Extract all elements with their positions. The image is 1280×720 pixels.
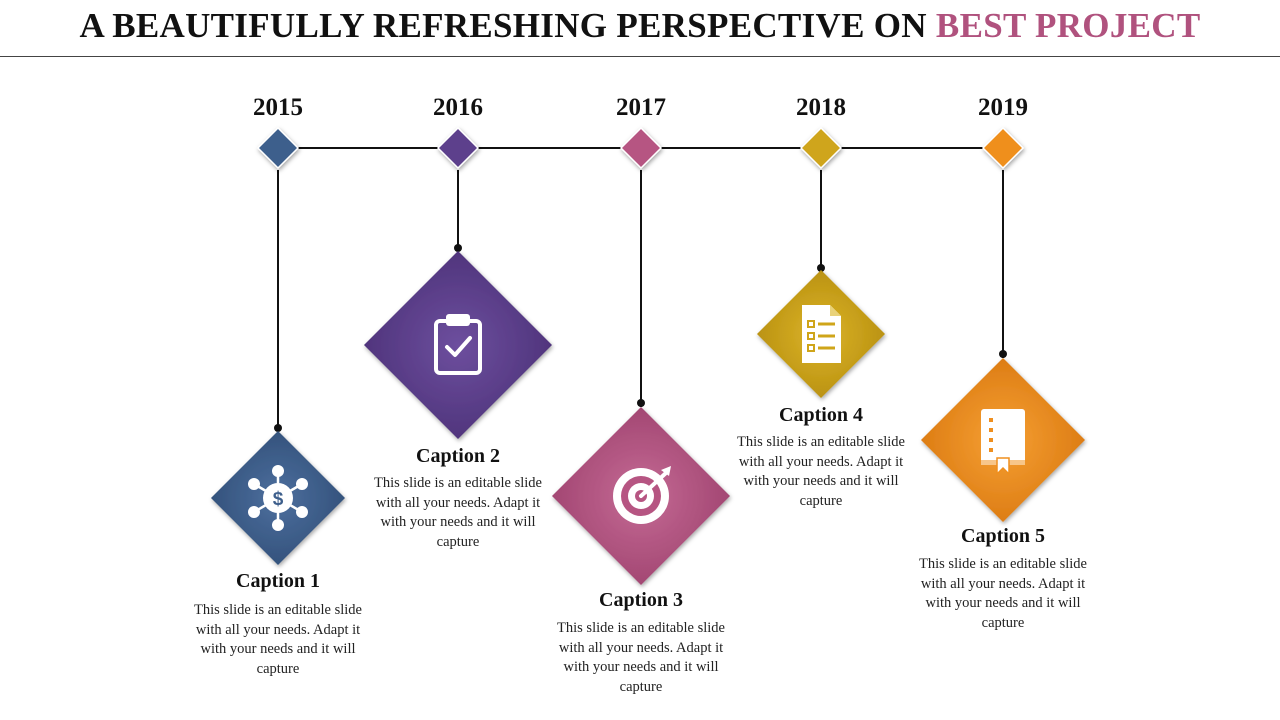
title-divider xyxy=(0,56,1280,57)
milestone-diamond-1: $ xyxy=(211,431,345,565)
connector-dot-2 xyxy=(454,244,462,252)
connector-dot-1 xyxy=(274,424,282,432)
caption-title-4: Caption 4 xyxy=(779,404,863,426)
page-title: A BEAUTIFULLY REFRESHING PERSPECTIVE ON … xyxy=(0,6,1280,46)
title-accent: BEST PROJECT xyxy=(935,6,1201,45)
caption-text-1: This slide is an editable slide with all… xyxy=(194,602,362,677)
timeline-shapes: $ xyxy=(211,126,1085,585)
caption-text-4: This slide is an editable slide with all… xyxy=(737,434,905,509)
year-label-3: 2017 xyxy=(616,94,666,121)
connector-dot-3 xyxy=(637,399,645,407)
caption-title-5: Caption 5 xyxy=(961,525,1045,547)
caption-text-3: This slide is an editable slide with all… xyxy=(557,620,725,695)
timeline-connectors xyxy=(274,147,1007,432)
year-marker-1 xyxy=(256,126,300,170)
milestone-diamond-3 xyxy=(552,407,730,585)
year-marker-4 xyxy=(799,126,843,170)
svg-text:$: $ xyxy=(273,489,284,510)
connector-dot-5 xyxy=(999,350,1007,358)
year-label-4: 2018 xyxy=(796,94,846,121)
caption-title-3: Caption 3 xyxy=(599,589,683,611)
book-icon xyxy=(981,409,1025,476)
document-list-icon xyxy=(802,305,841,363)
milestone-diamond-2 xyxy=(364,251,552,439)
clipboard-check-icon xyxy=(434,314,482,375)
milestone-diamond-4 xyxy=(757,270,885,398)
money-network-icon: $ xyxy=(248,465,308,531)
caption-text-2: This slide is an editable slide with all… xyxy=(374,475,542,550)
connector-dot-4 xyxy=(817,264,825,272)
target-icon xyxy=(613,466,671,524)
year-label-1: 2015 xyxy=(253,94,303,121)
title-main: A BEAUTIFULLY REFRESHING PERSPECTIVE ON xyxy=(79,6,927,45)
caption-title-2: Caption 2 xyxy=(416,445,500,467)
year-marker-2 xyxy=(436,126,480,170)
caption-text-5: This slide is an editable slide with all… xyxy=(919,556,1087,631)
milestone-diamond-5 xyxy=(921,358,1085,522)
caption-title-1: Caption 1 xyxy=(236,570,320,592)
year-label-5: 2019 xyxy=(978,94,1028,121)
year-marker-5 xyxy=(981,126,1025,170)
year-marker-3 xyxy=(619,126,663,170)
year-label-2: 2016 xyxy=(433,94,483,121)
